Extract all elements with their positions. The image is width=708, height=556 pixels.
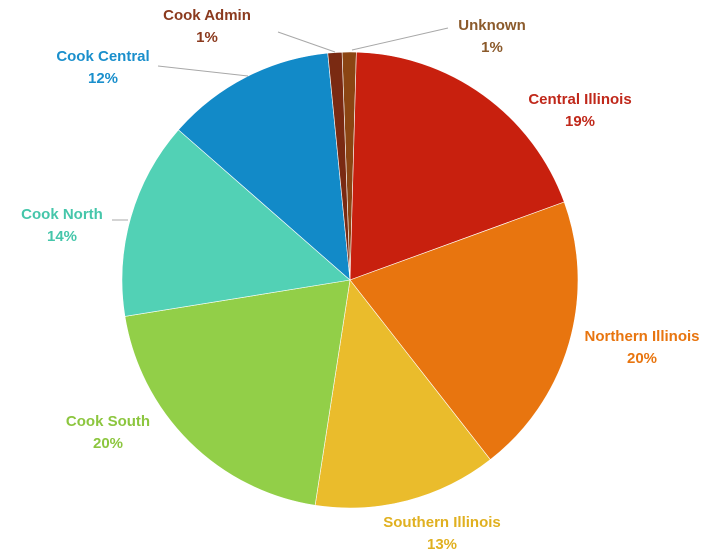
- leader-line-unknown: [351, 27, 449, 51]
- pie-slice-central-illinois: [349, 51, 565, 281]
- pie-slice-cook-central: [178, 52, 351, 281]
- leader-line-cook-central: [157, 65, 249, 77]
- slice-name-label: Cook Admin: [163, 7, 251, 24]
- slice-percent-label: 14%: [47, 228, 77, 245]
- pie-slice-cook-north: [121, 129, 351, 317]
- slice-labels: Unknown 1% Central Illinois 19% Northern Ill…: [21, 7, 699, 553]
- slice-name-label: Northern Illinois: [584, 328, 699, 345]
- leader-line-cook-admin: [277, 31, 336, 53]
- slice-percent-label: 19%: [565, 113, 595, 130]
- pie-slice-cook-south: [124, 279, 351, 506]
- leader-lines: [112, 27, 449, 221]
- pie-slices: [121, 51, 579, 509]
- slice-name-label: Cook South: [66, 413, 150, 430]
- slice-name-label: Cook North: [21, 206, 103, 223]
- slice-percent-label: 1%: [481, 39, 503, 56]
- slice-name-label: Cook Central: [56, 48, 149, 65]
- slice-percent-label: 20%: [627, 350, 657, 367]
- slice-name-label: Central Illinois: [528, 91, 631, 108]
- slice-percent-label: 13%: [427, 536, 457, 553]
- slice-percent-label: 12%: [88, 70, 118, 87]
- slice-percent-label: 1%: [196, 29, 218, 46]
- slice-name-label: Unknown: [458, 17, 526, 34]
- pie-slice-southern-illinois: [314, 279, 491, 509]
- slice-name-label: Southern Illinois: [383, 514, 501, 531]
- pie-slice-northern-illinois: [349, 201, 579, 461]
- slice-percent-label: 20%: [93, 435, 123, 452]
- pie-slice-cook-admin: [327, 51, 351, 281]
